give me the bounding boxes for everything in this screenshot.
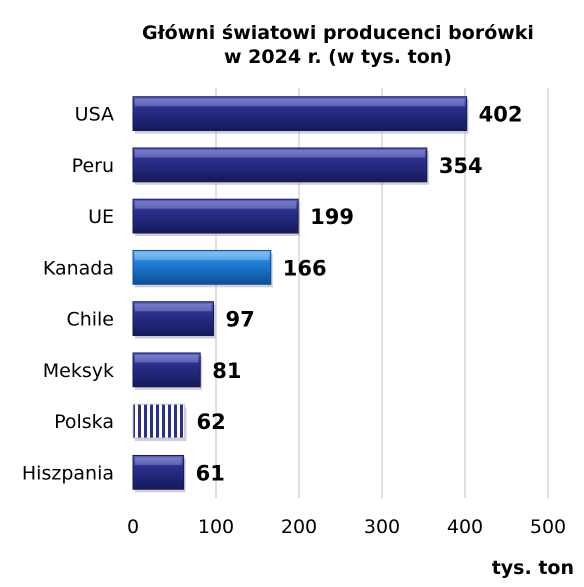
data-label: 199 (310, 205, 354, 229)
x-tick-label: 400 (447, 516, 483, 538)
chart-title-line-2: w 2024 r. (w tys. ton) (224, 46, 452, 68)
x-tick-label: 300 (364, 516, 400, 538)
bar-chile (132, 301, 215, 337)
category-label: Kanada (43, 257, 114, 279)
category-label: Peru (72, 155, 114, 177)
bars (132, 96, 469, 493)
category-label: Hiszpania (22, 462, 114, 484)
bar-usa (132, 96, 468, 132)
category-label: UE (88, 206, 114, 228)
bar-highlight (135, 457, 182, 465)
data-label: 61 (196, 461, 225, 485)
bar-highlight (135, 303, 212, 312)
bar-hiszpania (132, 454, 185, 490)
category-label: Meksyk (43, 360, 114, 382)
bar-peru (132, 147, 428, 183)
data-label: 402 (479, 103, 523, 127)
bar-kanada (132, 249, 272, 285)
chart-title-line-1: Główni światowi producenci borówki (142, 22, 534, 44)
data-label: 81 (212, 359, 241, 383)
labels: 0 100 200 300 400 500 USA 402 Peru 354 UE 199 Kanada… (22, 103, 566, 538)
data-label: 97 (226, 308, 255, 332)
bar-highlight (135, 354, 199, 363)
x-tick-label: 200 (281, 516, 317, 538)
bar-meksyk (132, 352, 201, 388)
x-axis-label: tys. ton (492, 557, 574, 579)
x-tick-label: 500 (530, 516, 566, 538)
bar-ue (132, 198, 299, 234)
bar-highlight (135, 252, 269, 260)
x-tick-label: 0 (127, 516, 139, 538)
data-label: 62 (196, 410, 225, 434)
bar-polska (132, 403, 185, 439)
data-label: 354 (439, 154, 483, 178)
bar-highlight (135, 98, 465, 107)
category-label: Polska (54, 411, 114, 433)
category-label: USA (75, 104, 114, 126)
data-label: 166 (283, 256, 327, 280)
category-label: Chile (66, 309, 114, 331)
bar-highlight (135, 149, 425, 158)
x-tick-label: 100 (198, 516, 234, 538)
bar-highlight (135, 201, 297, 209)
